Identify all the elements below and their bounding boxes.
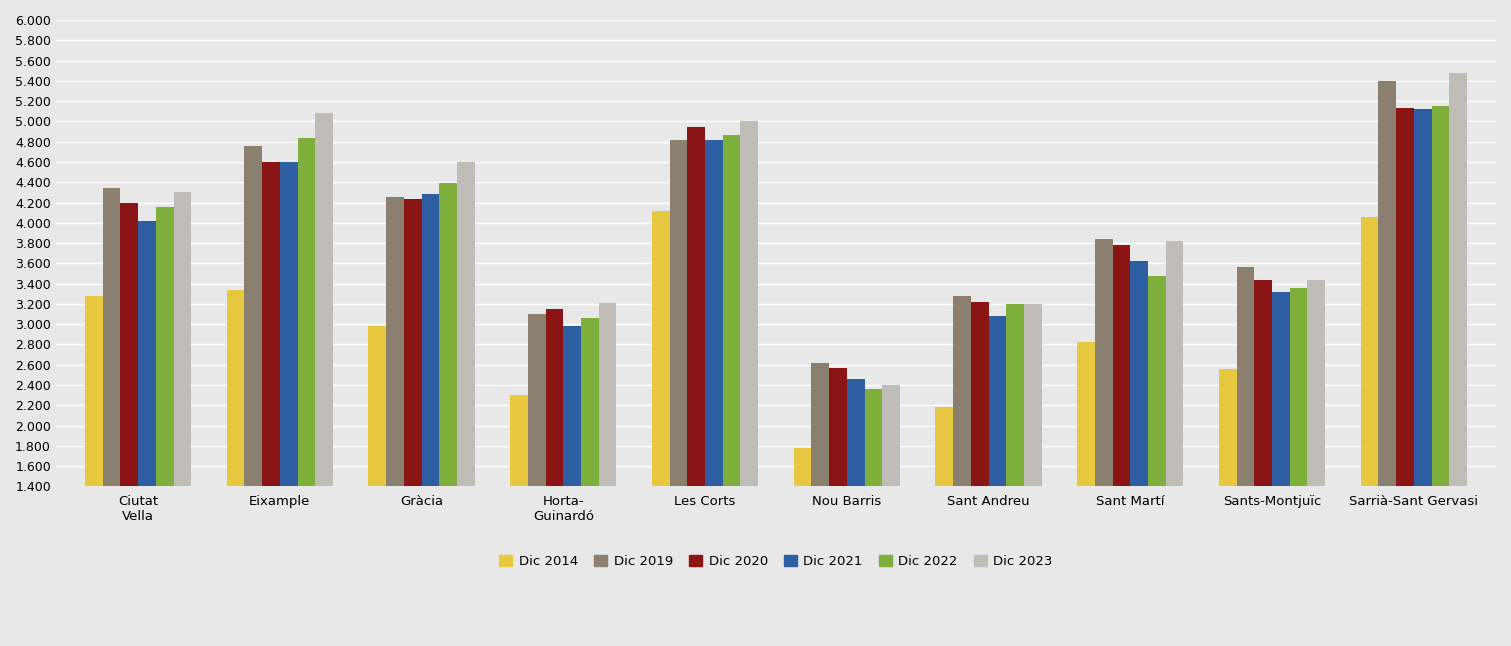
Bar: [1307, 280, 1325, 629]
Bar: [156, 207, 174, 629]
Bar: [511, 395, 527, 629]
Bar: [793, 448, 811, 629]
Bar: [582, 318, 598, 629]
Bar: [1431, 106, 1449, 629]
Bar: [440, 183, 456, 629]
Bar: [298, 138, 316, 629]
Bar: [527, 314, 545, 629]
Bar: [1130, 262, 1148, 629]
Bar: [953, 296, 972, 629]
Bar: [972, 302, 988, 629]
Bar: [830, 368, 846, 629]
Bar: [103, 189, 121, 629]
Bar: [1378, 81, 1396, 629]
Bar: [988, 316, 1006, 629]
Bar: [1112, 245, 1130, 629]
Bar: [846, 379, 864, 629]
Bar: [174, 193, 192, 629]
Bar: [245, 146, 261, 629]
Bar: [1414, 109, 1431, 629]
Bar: [688, 127, 706, 629]
Bar: [669, 140, 688, 629]
Bar: [316, 113, 332, 629]
Bar: [422, 194, 440, 629]
Bar: [1449, 73, 1467, 629]
Bar: [387, 198, 403, 629]
Bar: [280, 162, 298, 629]
Bar: [1236, 267, 1254, 629]
Bar: [1254, 280, 1272, 629]
Bar: [811, 362, 830, 629]
Bar: [564, 326, 582, 629]
Bar: [651, 211, 669, 629]
Bar: [740, 121, 759, 629]
Bar: [138, 221, 156, 629]
Bar: [227, 289, 245, 629]
Bar: [722, 134, 740, 629]
Bar: [1272, 292, 1290, 629]
Bar: [403, 200, 422, 629]
Bar: [1219, 369, 1236, 629]
Bar: [121, 202, 138, 629]
Bar: [706, 140, 722, 629]
Bar: [1290, 287, 1307, 629]
Bar: [545, 309, 564, 629]
Bar: [1165, 241, 1183, 629]
Bar: [1148, 276, 1165, 629]
Bar: [369, 326, 387, 629]
Bar: [1006, 304, 1024, 629]
Bar: [1095, 239, 1112, 629]
Bar: [1360, 216, 1378, 629]
Bar: [1077, 342, 1095, 629]
Bar: [456, 162, 474, 629]
Bar: [1024, 304, 1041, 629]
Bar: [261, 162, 280, 629]
Bar: [882, 385, 901, 629]
Legend: Dic 2014, Dic 2019, Dic 2020, Dic 2021, Dic 2022, Dic 2023: Dic 2014, Dic 2019, Dic 2020, Dic 2021, …: [494, 550, 1058, 573]
Bar: [1396, 109, 1414, 629]
Bar: [598, 303, 616, 629]
Bar: [935, 408, 953, 629]
Bar: [85, 296, 103, 629]
Bar: [864, 389, 882, 629]
